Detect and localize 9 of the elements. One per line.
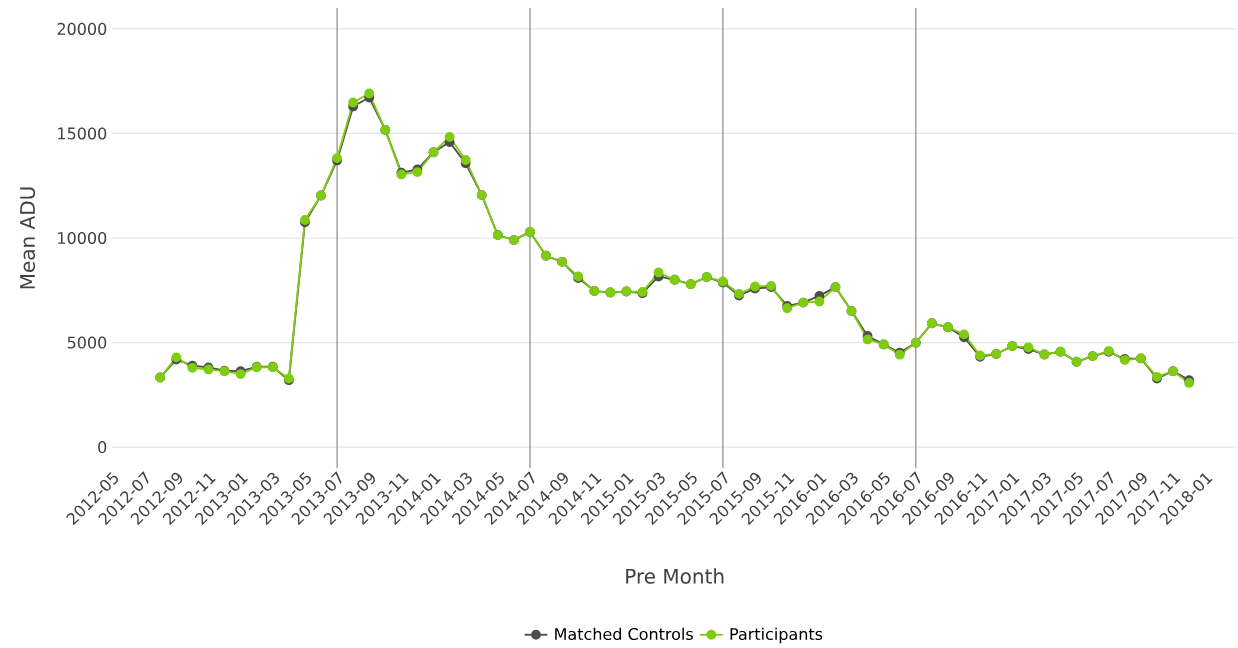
y-tick-label: 5000 [67,336,107,349]
legend-label: Participants [730,627,823,644]
y-tick-label: 0 [98,441,107,454]
y-axis-title: Mean ADU [20,187,36,289]
legend-label: Matched Controls [555,627,693,641]
y-tick-label: 15000 [58,127,107,140]
y-tick-label: 20000 [57,22,107,35]
x-axis-title: Pre Month [626,568,724,584]
y-tick-label: 10000 [58,231,107,245]
